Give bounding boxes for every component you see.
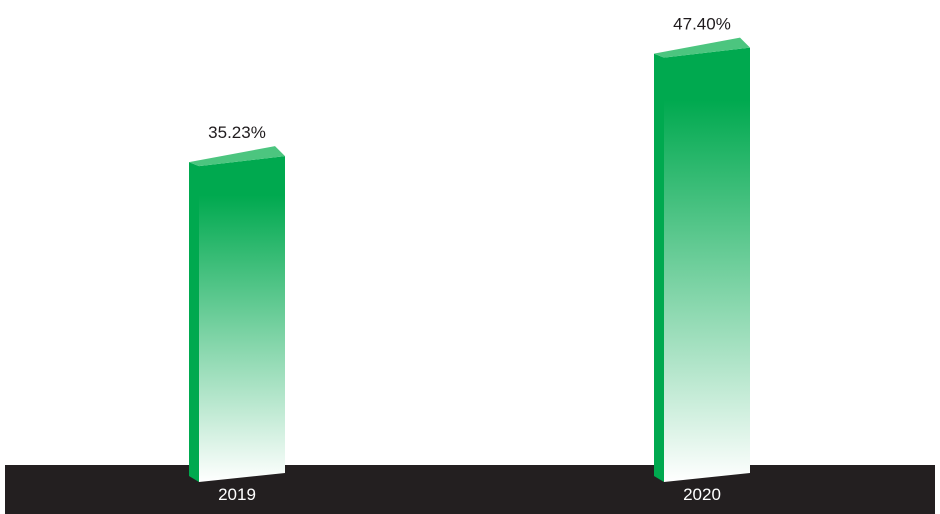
bar [664, 47, 750, 482]
bar-side [189, 162, 199, 482]
bar-group-2020: 47.40% 2020 [654, 15, 750, 504]
bar-cap [654, 37, 750, 58]
bar-cap [189, 146, 285, 167]
bar-group-2019: 35.23% 2019 [189, 123, 285, 504]
bar-side [654, 53, 664, 482]
bars-layer: 35.23% 2019 47.40% 2020 [189, 15, 750, 504]
bar [199, 156, 285, 482]
chart-floor [5, 465, 935, 514]
category-label: 2019 [218, 485, 256, 504]
value-label: 35.23% [208, 123, 266, 142]
value-label: 47.40% [673, 15, 731, 34]
category-label: 2020 [683, 485, 721, 504]
